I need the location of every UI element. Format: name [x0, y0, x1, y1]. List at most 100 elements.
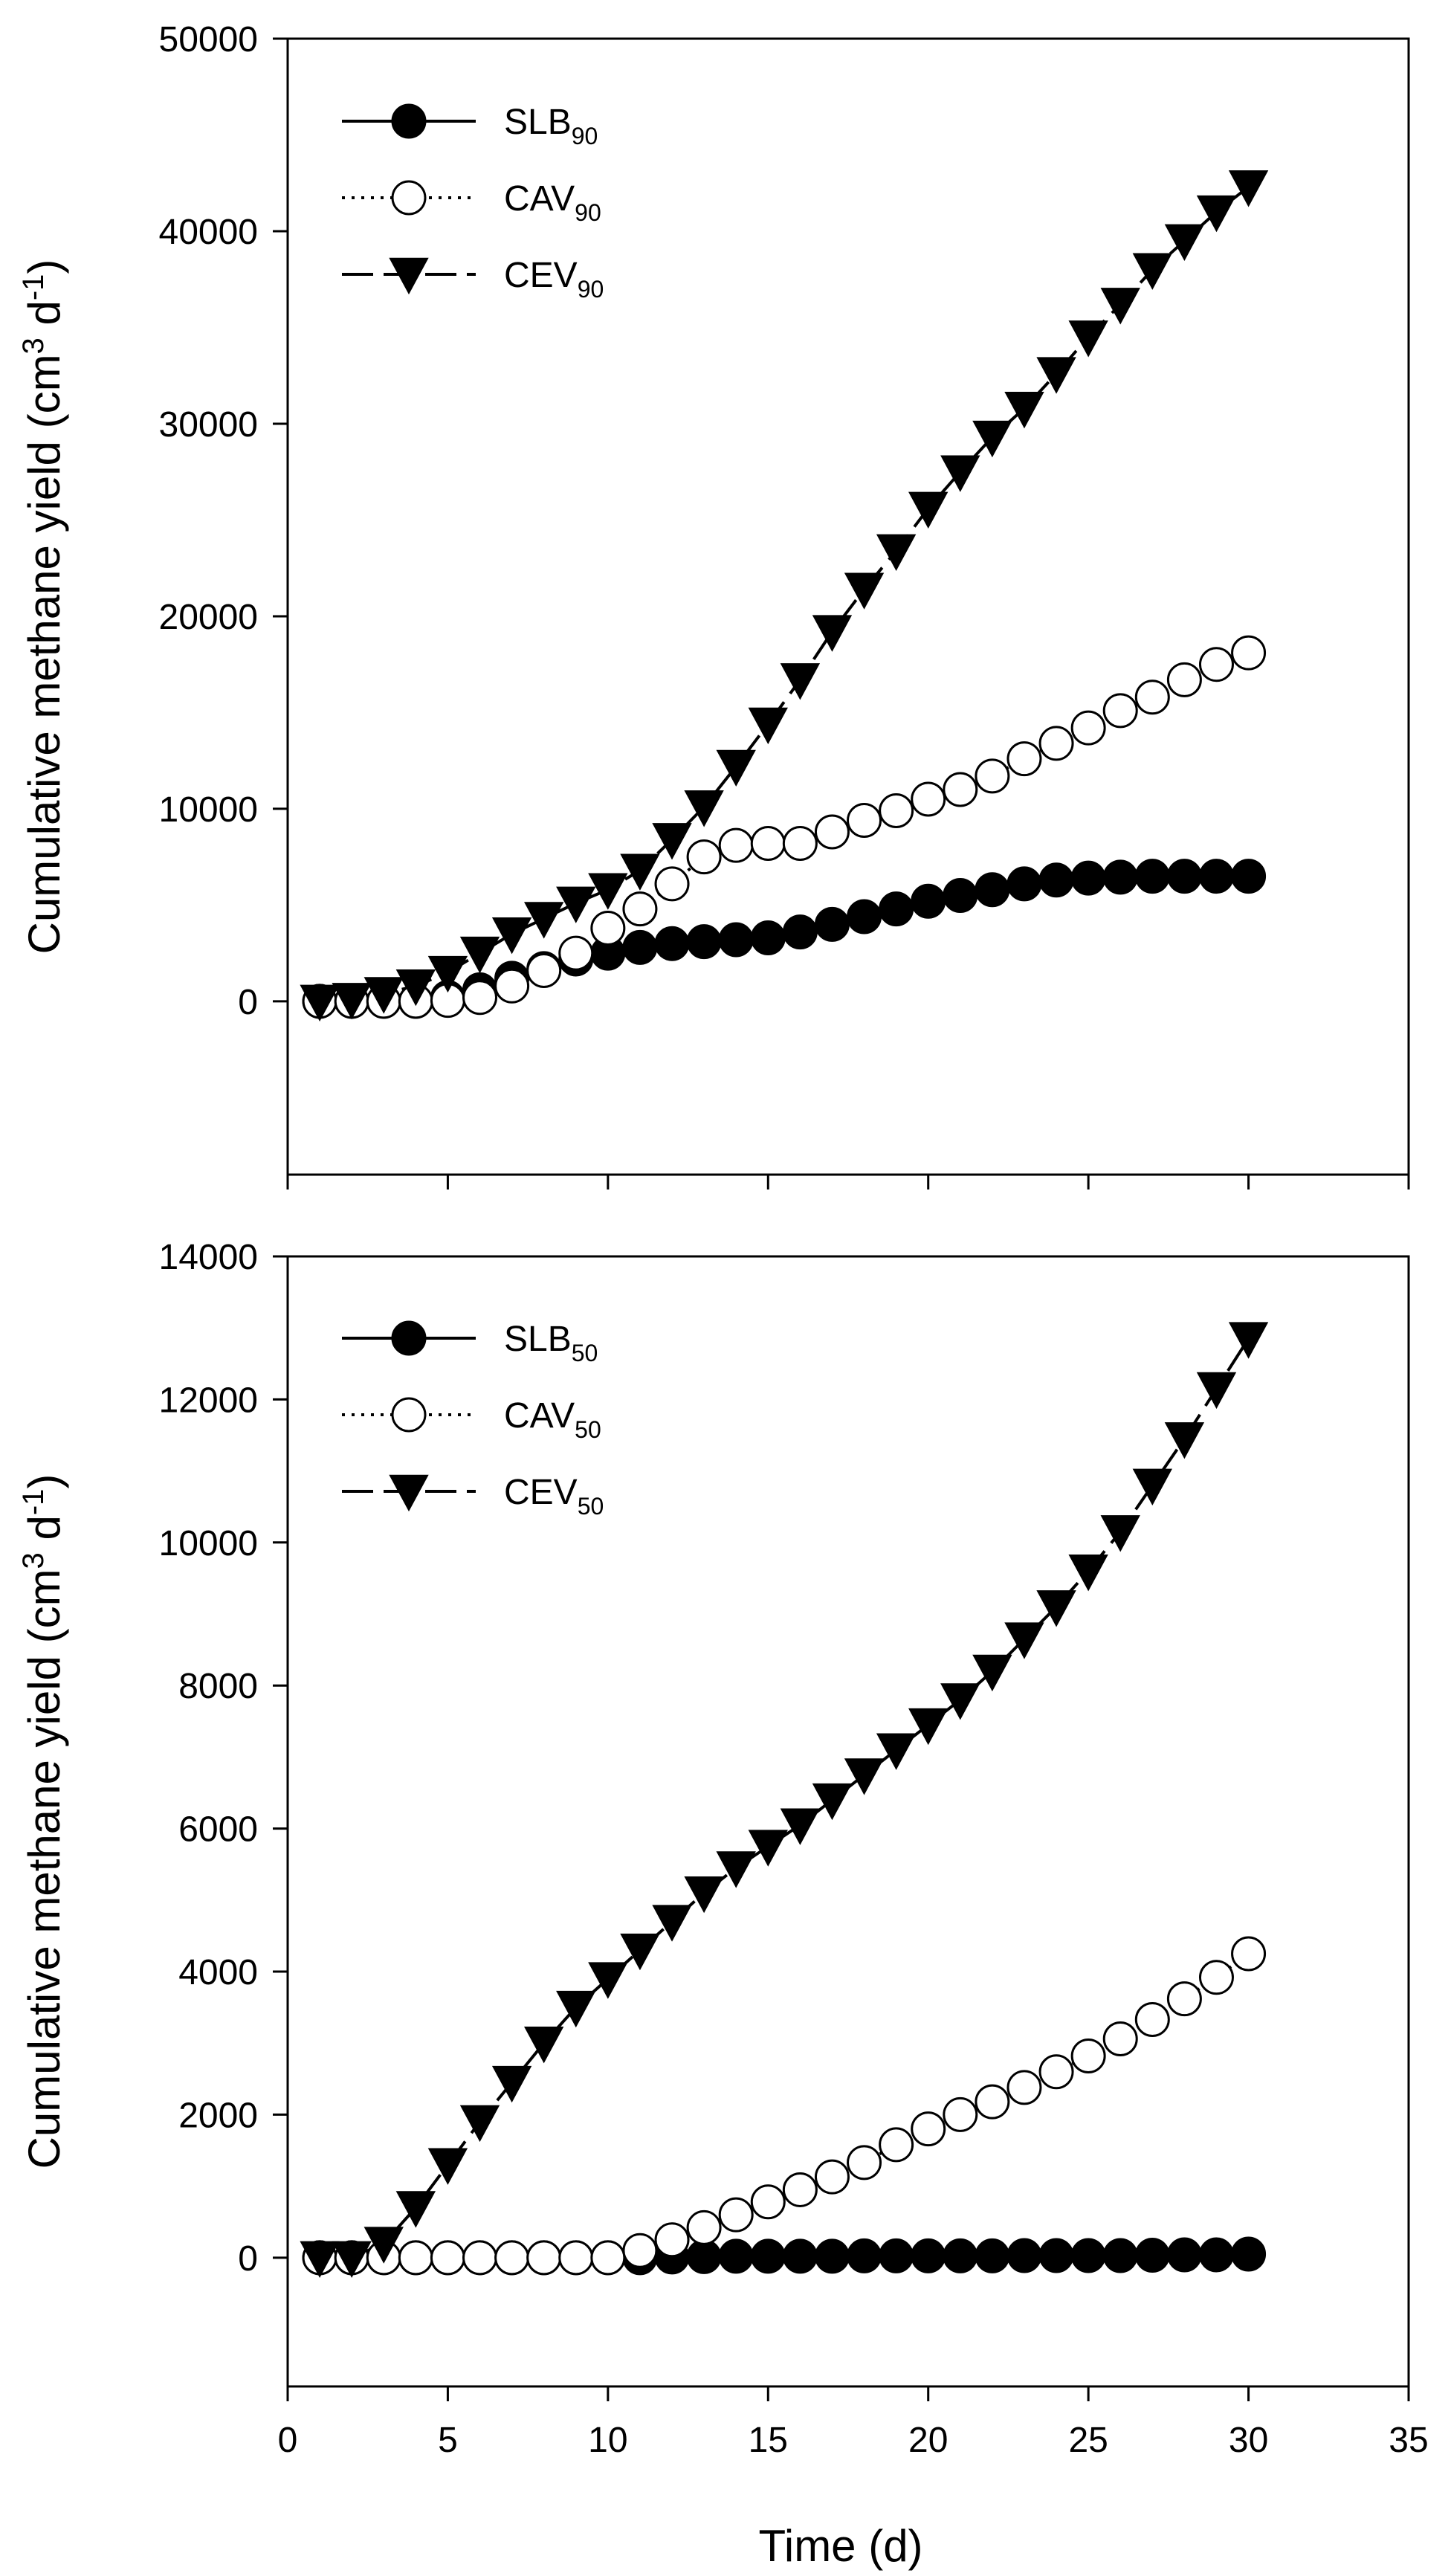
- point-CAV90-16: [782, 826, 818, 862]
- point-CAV90-8: [526, 952, 562, 988]
- point-CAV50-16: [782, 2172, 818, 2207]
- point-CEV50-21: [940, 1683, 980, 1720]
- y-axis-label-part-1-3: -1: [17, 274, 50, 301]
- y-axis-label-part-1-1: 3: [17, 338, 50, 354]
- y-tick-label-2-4: 8000: [178, 1667, 258, 1706]
- point-SLB90-30: [1231, 859, 1267, 894]
- point-SLB50-26: [1102, 2238, 1138, 2273]
- plot-frame-2: [286, 1255, 1410, 2388]
- point-CAV90-9: [558, 935, 594, 971]
- point-SLB90-28: [1166, 859, 1202, 894]
- point-CAV90-14: [718, 827, 754, 863]
- x-tick-label-0: 0: [278, 2421, 298, 2460]
- point-SLB90-12: [654, 926, 690, 961]
- point-CAV90-27: [1134, 679, 1170, 715]
- point-CAV90-7: [494, 968, 530, 1004]
- point-CEV50-6: [459, 2105, 500, 2143]
- legend-label-main-SLB50: SLB: [504, 1320, 572, 1359]
- legend-marker-SLB50: [391, 1320, 427, 1356]
- legend-label-SLB90: SLB90: [504, 103, 598, 149]
- point-CAV50-20: [911, 2111, 946, 2147]
- legend-label-CAV50: CAV50: [504, 1396, 601, 1443]
- point-CEV50-2: [332, 2241, 372, 2278]
- point-CEV90-17: [812, 615, 853, 652]
- y-tick-label-1-5: 50000: [159, 20, 258, 59]
- point-CEV50-12: [652, 1905, 692, 1942]
- point-CEV50-3: [363, 2227, 404, 2264]
- legend-label-sub-CEV90: 90: [578, 276, 604, 303]
- point-CEV50-17: [812, 1783, 853, 1821]
- point-CEV50-8: [524, 2026, 564, 2064]
- point-CAV50-30: [1231, 1936, 1267, 1972]
- point-CAV50-25: [1070, 2038, 1106, 2074]
- chart-panel-1: 0 10000 20000 30000 40000 50000 Cumulative met…: [17, 20, 1410, 1189]
- point-CAV50-14: [718, 2197, 754, 2233]
- point-SLB90-26: [1102, 859, 1138, 895]
- point-CEV50-9: [556, 1990, 596, 2028]
- point-CAV90-23: [1006, 741, 1042, 777]
- point-CAV50-29: [1198, 1960, 1234, 1995]
- point-CAV90-29: [1198, 647, 1234, 682]
- point-CEV50-23: [1004, 1622, 1044, 1659]
- y-tick-label-2-2: 4000: [178, 1953, 258, 1992]
- point-CEV50-14: [716, 1851, 756, 1888]
- point-SLB50-27: [1134, 2237, 1170, 2273]
- point-CAV90-21: [943, 772, 978, 807]
- point-SLB90-16: [782, 914, 818, 950]
- point-CEV90-15: [748, 707, 788, 745]
- point-CAV50-27: [1134, 2001, 1170, 2037]
- y-tick-label-1-1: 10000: [159, 790, 258, 830]
- point-CAV50-19: [879, 2127, 914, 2163]
- legend-label-CEV90: CEV90: [504, 256, 604, 303]
- point-CEV90-22: [972, 420, 1012, 458]
- y-axis-label-2: Cumulative methane yield (cm3 d-1): [17, 1474, 69, 2169]
- point-CAV50-15: [750, 2184, 786, 2220]
- y-tick-label-2-6: 12000: [159, 1381, 258, 1420]
- point-CEV90-13: [684, 790, 724, 827]
- point-CEV90-8: [524, 902, 564, 939]
- legend-label-sub-CAV50: 50: [575, 1416, 601, 1443]
- legend-marker-CEV50: [389, 1474, 429, 1512]
- point-CAV90-24: [1038, 726, 1074, 761]
- legend-label-CEV50: CEV50: [504, 1473, 604, 1520]
- point-SLB90-20: [911, 883, 946, 919]
- y-axis-label-part-1-0: Cumulative methane yield (cm: [19, 354, 69, 954]
- point-CAV50-26: [1102, 2021, 1138, 2056]
- legend-label-sub-SLB50: 50: [572, 1340, 598, 1366]
- legend-label-main-CAV50: CAV: [504, 1396, 575, 1436]
- point-CAV90-20: [911, 781, 946, 817]
- point-CAV90-26: [1102, 693, 1138, 729]
- point-CEV50-4: [395, 2191, 436, 2228]
- point-SLB50-19: [879, 2238, 914, 2273]
- point-CEV90-11: [620, 853, 660, 891]
- point-CAV90-30: [1231, 635, 1267, 671]
- point-CEV50-30: [1228, 1322, 1269, 1359]
- y-tick-label-2-5: 10000: [159, 1524, 258, 1563]
- point-CAV90-13: [686, 839, 722, 875]
- chart-panel-2: 0 5 10 15 20 25 30 3502000400060008000100001200…: [17, 1238, 1429, 2571]
- point-CEV90-19: [876, 534, 917, 571]
- point-CEV50-1: [300, 2241, 340, 2278]
- point-CEV90-21: [940, 455, 980, 492]
- legend-label-sub-CEV50: 50: [578, 1493, 604, 1520]
- point-CAV90-22: [975, 758, 1010, 794]
- point-CEV90-9: [556, 886, 596, 923]
- legend-label-SLB50: SLB50: [504, 1320, 598, 1366]
- point-CAV50-18: [847, 2145, 882, 2180]
- point-CEV90-10: [588, 873, 628, 910]
- point-SLB90-29: [1198, 859, 1234, 894]
- point-CAV50-7: [494, 2240, 530, 2276]
- point-CEV90-1: [300, 984, 340, 1022]
- legend-label-main-CAV90: CAV: [504, 179, 575, 219]
- point-CAV90-19: [879, 793, 914, 829]
- point-CEV50-28: [1164, 1422, 1205, 1459]
- point-CEV50-5: [427, 2148, 468, 2185]
- point-SLB50-23: [1006, 2238, 1042, 2273]
- point-CEV90-6: [459, 936, 500, 974]
- point-SLB90-22: [975, 872, 1010, 908]
- point-CEV90-12: [652, 823, 692, 860]
- point-CEV50-16: [780, 1808, 821, 1845]
